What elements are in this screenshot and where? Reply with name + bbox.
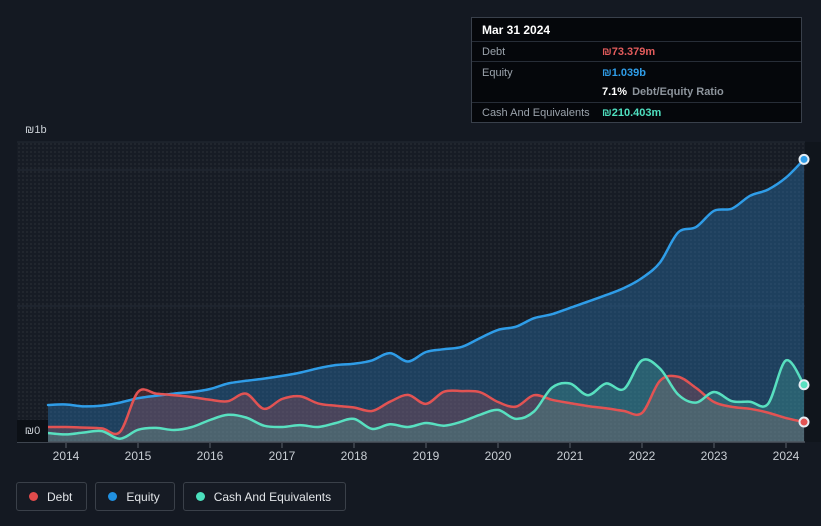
debt-end-marker[interactable] — [798, 416, 810, 428]
x-axis-label-2020: 2020 — [484, 449, 512, 463]
tooltip-date: Mar 31 2024 — [482, 23, 551, 37]
legend-label-debt: Debt — [47, 489, 73, 504]
cash-and-equivalents-area — [48, 359, 804, 442]
tooltip-row-equity: Equity ₪1.039b 7.1% Debt/Equity Ratio — [472, 61, 801, 102]
x-axis-label-2024: 2024 — [772, 449, 800, 463]
x-axis-label-2021: 2021 — [556, 449, 584, 463]
tooltip-ratio: 7.1% Debt/Equity Ratio — [602, 86, 724, 98]
legend-item-cash[interactable]: Cash And Equivalents — [182, 482, 347, 511]
x-axis-label-2015: 2015 — [124, 449, 152, 463]
equity-area — [48, 159, 804, 442]
cash-and-equivalents-end-marker[interactable] — [798, 379, 810, 391]
legend-item-equity[interactable]: Equity — [95, 482, 175, 511]
tooltip-cash-label: Cash And Equivalents — [482, 106, 590, 119]
tooltip-debt-label: Debt — [482, 45, 506, 58]
x-axis-label-2017: 2017 — [268, 449, 296, 463]
tooltip-ratio-value: 7.1% — [602, 85, 628, 98]
legend: Debt Equity Cash And Equivalents — [16, 482, 347, 511]
x-axis-label-2016: 2016 — [196, 449, 224, 463]
cash-series-swatch-icon — [195, 492, 205, 501]
tooltip-equity-value: ₪1.039b — [602, 66, 646, 79]
debt-series-swatch-icon — [29, 492, 38, 501]
equity-line[interactable] — [46, 158, 806, 408]
y-axis-label-1b: ₪1b — [25, 124, 47, 136]
tooltip-row-debt: Debt ₪73.379m — [472, 41, 801, 61]
tooltip-debt-value: ₪73.379m — [602, 45, 656, 58]
tooltip-cash-value: ₪210.403m — [602, 106, 662, 119]
tooltip-equity-label: Equity — [482, 66, 513, 79]
plot-right-margin — [805, 142, 821, 442]
x-axis-label-2022: 2022 — [628, 449, 656, 463]
debt-area — [48, 375, 804, 442]
tooltip-panel: Mar 31 2024 Debt ₪73.379m Equity ₪1.039b… — [471, 17, 802, 123]
legend-label-cash: Cash And Equivalents — [213, 489, 332, 504]
tooltip-row-cash: Cash And Equivalents ₪210.403m — [472, 102, 801, 122]
y-axis-label-0: ₪0 — [17, 420, 48, 442]
legend-item-debt[interactable]: Debt — [16, 482, 88, 511]
x-axis-label-2018: 2018 — [340, 449, 368, 463]
legend-label-equity: Equity — [126, 489, 160, 504]
cash-and-equivalents-line[interactable] — [46, 358, 806, 440]
equity-end-marker[interactable] — [798, 153, 810, 165]
tooltip-ratio-label: Debt/Equity Ratio — [632, 85, 724, 98]
x-axis-label-2019: 2019 — [412, 449, 440, 463]
equity-series-swatch-icon — [108, 492, 118, 501]
debt-equity-history-chart[interactable] — [0, 0, 821, 478]
x-axis-label-2023: 2023 — [700, 449, 728, 463]
debt-line[interactable] — [46, 374, 806, 436]
x-axis-label-2014: 2014 — [52, 449, 80, 463]
